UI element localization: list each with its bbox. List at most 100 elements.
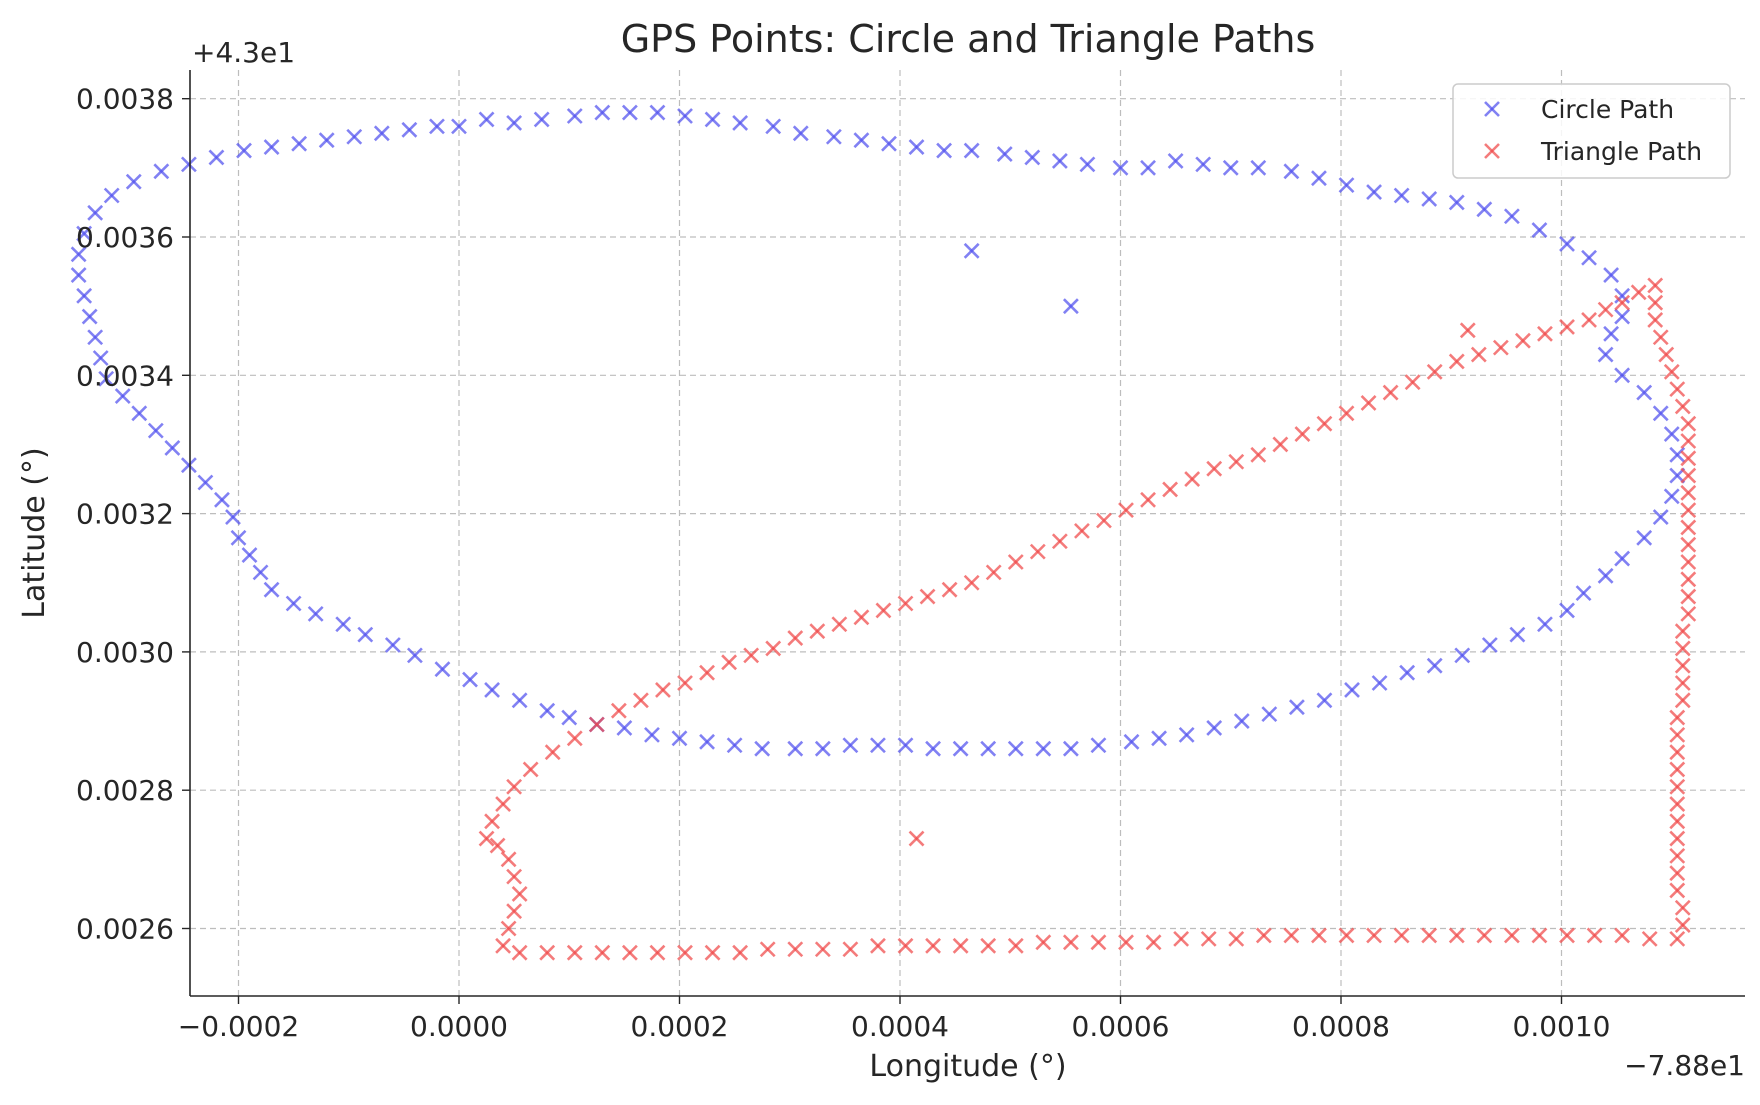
data-point-circle-path: [621, 104, 638, 121]
data-point-circle-path: [70, 246, 87, 263]
data-point-circle-path: [225, 509, 241, 525]
data-point-triangle-path: [1062, 934, 1079, 951]
data-point-circle-path: [1288, 699, 1305, 716]
data-point-circle-path: [478, 111, 495, 128]
legend-label-triangle-path: Triangle Path: [1540, 137, 1702, 166]
data-point-triangle-path: [1680, 433, 1697, 449]
x-tick-label: 0.0006: [1072, 1010, 1170, 1043]
data-point-triangle-path: [1669, 761, 1686, 778]
grid-lines: [190, 70, 1745, 996]
data-point-circle-path: [1035, 740, 1052, 757]
data-point-triangle-path: [897, 595, 914, 612]
data-point-circle-path: [373, 125, 390, 142]
data-point-circle-path: [1206, 720, 1223, 736]
data-point-circle-path: [1597, 346, 1614, 363]
data-point-triangle-path: [1669, 830, 1686, 847]
data-point-circle-path: [897, 737, 914, 754]
data-point-circle-path: [1399, 664, 1416, 681]
data-point-triangle-path: [1007, 937, 1024, 954]
data-point-triangle-path: [1393, 927, 1410, 944]
data-point-triangle-path: [1669, 882, 1686, 899]
data-point-triangle-path: [1559, 318, 1575, 335]
data-point-circle-path: [1426, 657, 1443, 674]
data-point-triangle-path: [1674, 692, 1691, 709]
data-point-circle-path: [842, 737, 859, 754]
legend-marker-circle-path: [1484, 101, 1500, 117]
data-point-circle-path: [484, 682, 500, 698]
data-point-triangle-path: [1294, 426, 1311, 442]
data-point-circle-path: [1614, 308, 1631, 325]
data-point-triangle-path: [649, 944, 666, 961]
data-point-circle-path: [1250, 159, 1267, 176]
data-point-triangle-path: [1206, 460, 1223, 477]
data-point-triangle-path: [1680, 588, 1697, 605]
data-point-triangle-path: [1614, 927, 1631, 944]
data-point-triangle-path: [1470, 346, 1487, 363]
data-point-triangle-path: [1680, 519, 1697, 536]
y-tick-label: 0.0034: [76, 359, 174, 392]
data-point-triangle-path: [1503, 927, 1520, 944]
data-point-triangle-path: [1404, 374, 1421, 391]
data-point-circle-path: [754, 740, 771, 757]
data-point-triangle-path: [1228, 453, 1245, 470]
data-point-circle-path: [1503, 208, 1520, 225]
data-point-circle-path: [103, 187, 120, 204]
data-point-triangle-path: [495, 796, 512, 812]
data-point-circle-path: [980, 740, 997, 757]
legend: Circle Path Triangle Path: [1452, 83, 1731, 179]
data-point-circle-path: [197, 474, 214, 491]
data-point-circle-path: [1636, 384, 1653, 401]
data-point-circle-path: [539, 702, 556, 719]
data-point-circle-path: [87, 204, 104, 221]
data-point-triangle-path: [1669, 847, 1686, 864]
data-point-circle-path: [147, 422, 164, 439]
data-point-circle-path: [318, 132, 335, 149]
data-point-circle-path: [952, 740, 969, 757]
data-point-circle-path: [1195, 156, 1212, 173]
data-point-triangle-path: [489, 837, 506, 854]
data-point-triangle-path: [484, 813, 500, 830]
data-point-circle-path: [87, 329, 104, 346]
y-tick-label: 0.0038: [76, 83, 174, 116]
data-point-triangle-path: [566, 730, 583, 747]
y-tick-label: 0.0032: [76, 498, 174, 531]
data-point-triangle-path: [1669, 796, 1686, 812]
legend-marker-triangle-path: [1484, 143, 1500, 159]
data-point-circle-path: [285, 595, 302, 612]
data-point-circle-path: [153, 163, 170, 180]
data-point-triangle-path: [1228, 930, 1245, 947]
data-point-circle-path: [908, 139, 925, 156]
data-point-triangle-path: [1674, 623, 1691, 640]
data-point-triangle-path: [699, 664, 715, 681]
data-point-circle-path: [1481, 637, 1498, 653]
x-axis-label: Longitude (°): [869, 1049, 1066, 1084]
data-point-triangle-path: [963, 574, 980, 591]
data-point-circle-path: [1669, 446, 1686, 463]
data-point-triangle-path: [1674, 640, 1691, 657]
data-point-circle-path: [252, 564, 269, 581]
data-point-circle-path: [1614, 367, 1631, 384]
y-tick-label: 0.0026: [76, 913, 174, 946]
data-point-circle-path: [230, 529, 247, 546]
data-point-triangle-path: [1255, 927, 1272, 944]
legend-box: [1452, 83, 1731, 179]
data-point-triangle-path: [759, 941, 776, 958]
data-point-triangle-path: [1614, 294, 1631, 311]
data-point-circle-path: [131, 405, 148, 422]
data-point-triangle-path: [1173, 930, 1190, 947]
data-point-triangle-path: [522, 761, 539, 778]
data-point-circle-path: [1509, 626, 1526, 643]
data-point-triangle-path: [1200, 930, 1217, 947]
tick-labels: −0.0002 0.0000 0.0002 0.0004 0.0006 0.0008 0.0…: [76, 83, 1610, 1043]
data-point-circle-path: [1575, 585, 1592, 602]
data-point-circle-path: [1636, 529, 1653, 546]
data-point-triangle-path: [1118, 502, 1134, 519]
data-point-circle-path: [335, 616, 352, 633]
data-point-circle-path: [263, 139, 280, 156]
data-point-circle-path: [1581, 249, 1597, 266]
data-point-circle-path: [1140, 159, 1156, 176]
data-point-triangle-path: [1658, 346, 1675, 363]
data-point-triangle-path: [1674, 657, 1691, 674]
